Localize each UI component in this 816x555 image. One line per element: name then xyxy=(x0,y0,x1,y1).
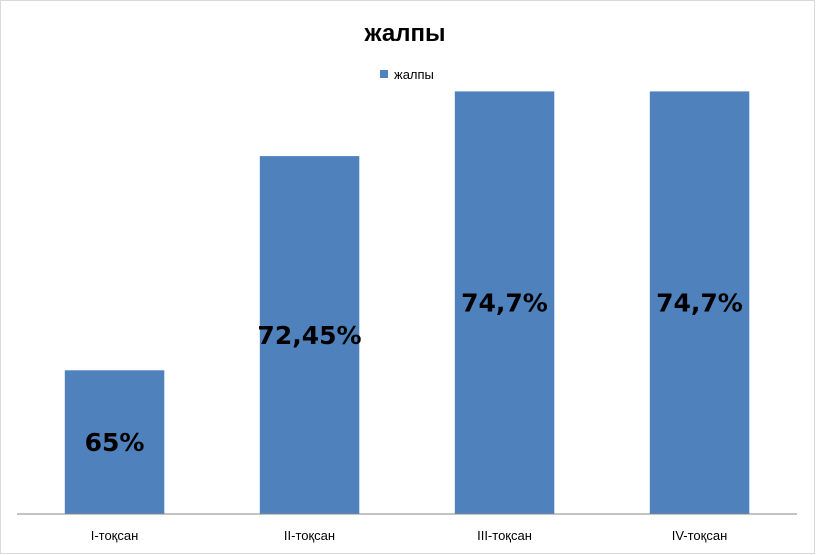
data-label-2: 72,45% xyxy=(257,321,361,350)
x-tick-label-2: II-тоқсан xyxy=(284,528,335,543)
data-label-1: 65% xyxy=(85,428,145,457)
chart-title: жалпы xyxy=(364,20,446,47)
bars-group: 65% 72,45% 74,7% 74,7% xyxy=(64,91,750,515)
legend-swatch xyxy=(380,70,388,78)
x-tick-label-3: III-тоқсан xyxy=(477,528,532,543)
bar-4 xyxy=(649,91,750,515)
bar-3 xyxy=(454,91,555,515)
data-label-4: 74,7% xyxy=(656,289,743,318)
data-label-3: 74,7% xyxy=(461,289,548,318)
legend-label: жалпы xyxy=(394,67,434,82)
bar-1 xyxy=(64,370,165,515)
x-tick-label-1: I-тоқсан xyxy=(91,528,139,543)
x-tick-label-4: IV-тоқсан xyxy=(672,528,728,543)
x-axis-ticks: I-тоқсан II-тоқсан III-тоқсан IV-тоқсан xyxy=(91,528,728,543)
bar-2 xyxy=(259,156,360,514)
legend: жалпы xyxy=(380,67,434,82)
